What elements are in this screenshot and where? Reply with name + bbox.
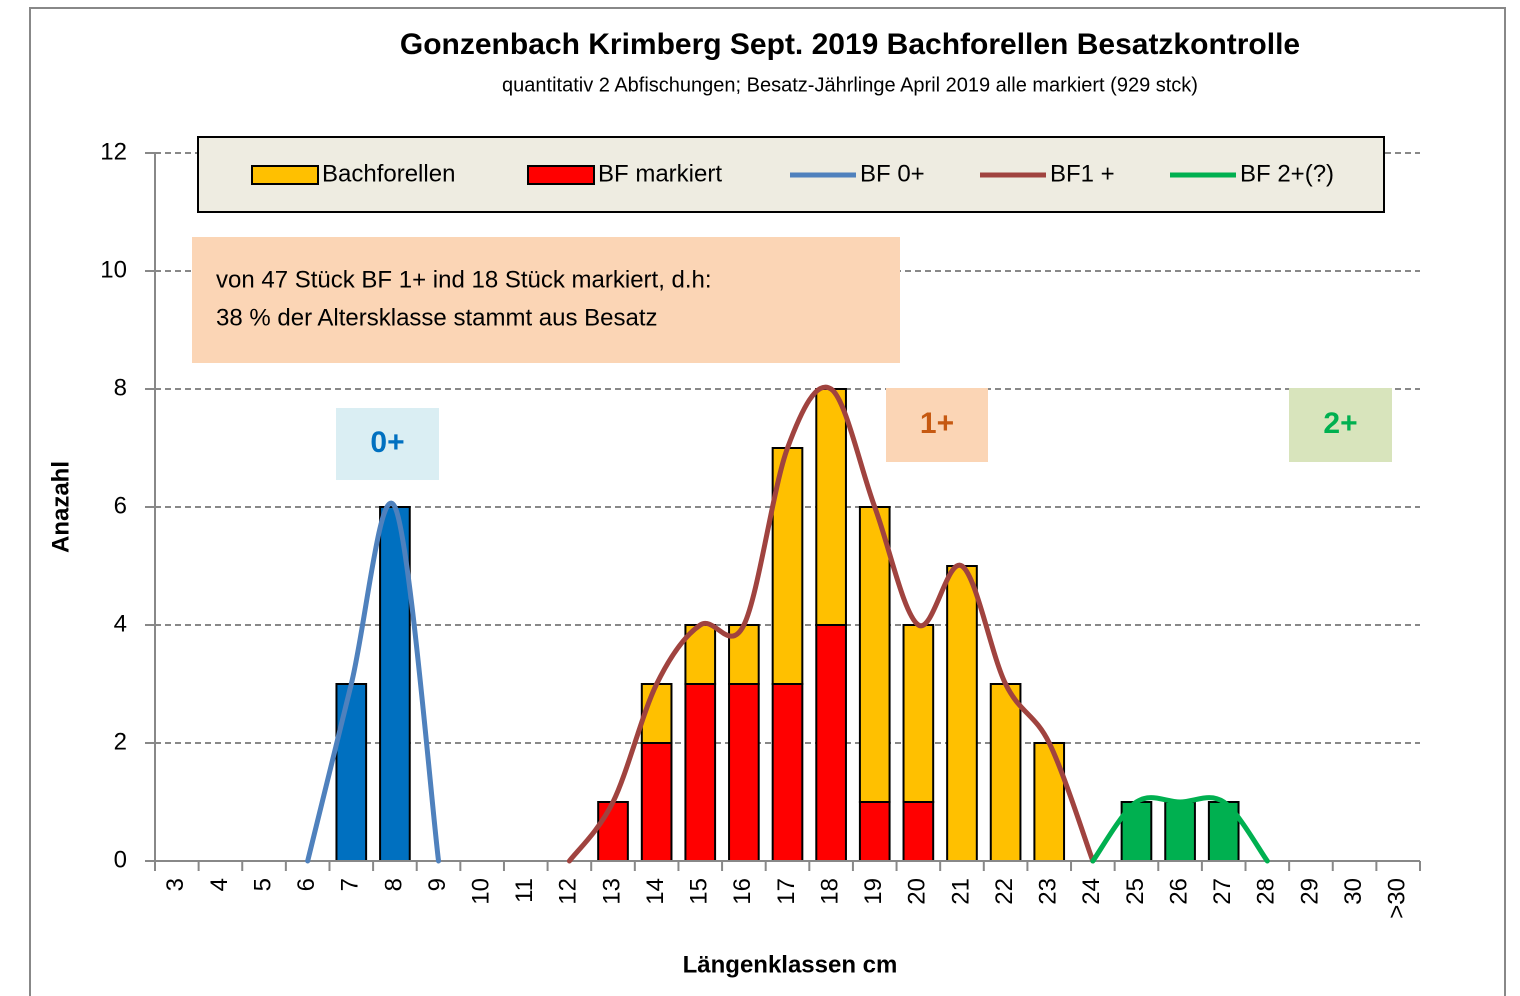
annotation-text: 1+ [920, 407, 954, 440]
legend-label: BF markiert [598, 160, 722, 187]
bar [902, 801, 935, 862]
annotation-box [336, 408, 439, 480]
bar [640, 742, 673, 862]
x-tick-label: 6 [293, 878, 320, 891]
y-tick-label: 4 [114, 610, 127, 637]
annotation-box [886, 388, 988, 462]
x-tick-label: 4 [206, 878, 233, 891]
x-tick-label: 30 [1340, 878, 1367, 905]
bar [815, 388, 847, 626]
bar [902, 624, 935, 803]
y-tick-label: 0 [114, 846, 127, 873]
y-tick-label: 6 [114, 492, 127, 519]
bar [335, 683, 368, 862]
x-tick-label: 17 [773, 878, 800, 905]
y-tick-label: 2 [114, 728, 127, 755]
annotation-text: 0+ [370, 426, 404, 459]
line-series [1090, 795, 1270, 864]
chart-title: Gonzenbach Krimberg Sept. 2019 Bachforel… [400, 28, 1300, 61]
x-tick-label: 14 [642, 878, 669, 905]
y-tick-label: 8 [114, 374, 127, 401]
x-tick-label: 20 [904, 878, 931, 905]
y-tick-label: 10 [100, 256, 127, 283]
chart-subtitle: quantitativ 2 Abfischungen; Besatz-Jährl… [502, 74, 1198, 96]
x-tick-label: 9 [424, 878, 451, 891]
annotation-box [192, 237, 900, 363]
x-tick-label: 23 [1035, 878, 1062, 905]
x-tick-label: 24 [1078, 878, 1105, 905]
bar [946, 565, 978, 862]
x-tick-label: 15 [686, 878, 713, 905]
legend-label: BF 0+ [860, 160, 925, 187]
x-tick-label: 13 [598, 878, 625, 905]
annotation-text: von 47 Stück BF 1+ ind 18 Stück markiert… [216, 266, 712, 293]
bar [858, 801, 891, 862]
x-tick-label: 8 [380, 878, 407, 891]
x-tick-label: 27 [1209, 878, 1236, 905]
line-series [305, 500, 442, 864]
legend-label: BF1 + [1050, 160, 1115, 187]
bar [815, 624, 847, 862]
x-tick-label: 3 [162, 878, 189, 891]
bar [1164, 801, 1196, 862]
x-tick-label: 19 [860, 878, 887, 905]
x-tick-label: 22 [991, 878, 1018, 905]
y-tick-label: 12 [100, 138, 127, 165]
annotation-text: 38 % der Altersklasse stammt aus Besatz [216, 304, 658, 331]
bar [684, 683, 717, 862]
legend-swatch [251, 165, 319, 185]
bar [989, 683, 1022, 862]
x-tick-label: 25 [1122, 878, 1149, 905]
bar [858, 506, 891, 803]
x-tick-label: 12 [555, 878, 582, 905]
legend-label: Bachforellen [322, 160, 455, 187]
x-tick-label: 28 [1253, 878, 1280, 905]
line-series [566, 384, 1096, 864]
x-axis-label: Längenklassen cm [683, 951, 898, 978]
y-axis-label: Anazahl [47, 461, 74, 553]
x-tick-label: 16 [729, 878, 756, 905]
bar [597, 801, 629, 862]
annotation-text: 2+ [1323, 407, 1357, 440]
bar [771, 683, 804, 862]
bar [728, 683, 760, 862]
x-tick-label: 7 [337, 878, 364, 891]
x-tick-label: 21 [947, 878, 974, 905]
legend-swatch [527, 165, 595, 185]
x-tick-label: 11 [511, 878, 538, 903]
x-tick-label: >30 [1384, 878, 1411, 919]
x-tick-label: 26 [1165, 878, 1192, 905]
annotation-box [1289, 388, 1392, 462]
x-tick-label: 29 [1296, 878, 1323, 905]
x-tick-label: 5 [249, 878, 276, 891]
x-tick-label: 10 [467, 878, 494, 905]
x-tick-label: 18 [816, 878, 843, 905]
legend-label: BF 2+(?) [1240, 160, 1334, 187]
